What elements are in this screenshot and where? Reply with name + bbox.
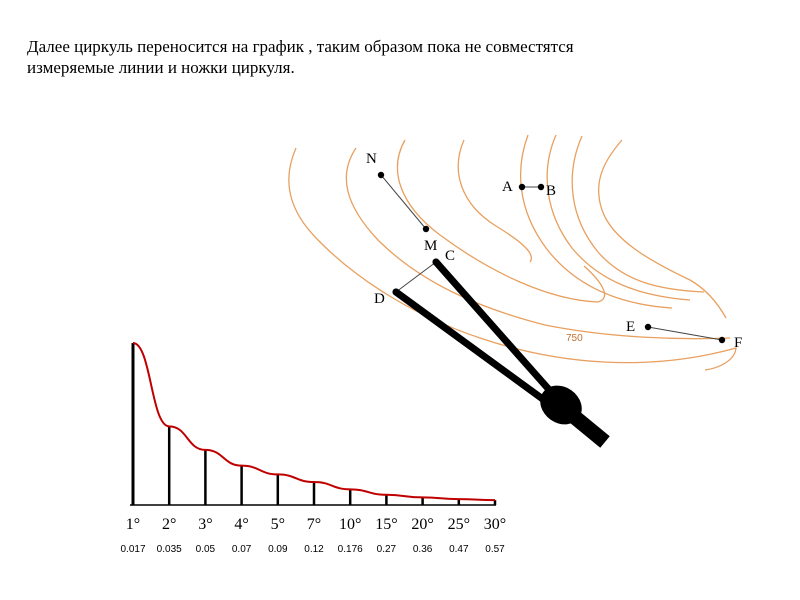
contour-line-2: [345, 147, 731, 340]
slope-label-8: 0.27: [377, 544, 397, 555]
slope-label-11: 0.57: [485, 544, 505, 555]
compass-hinge: [540, 385, 582, 425]
segment-e-f: [647, 326, 723, 341]
slope-scale-graph: 1° 2° 3° 4° 5° 7° 10° 15° 20° 25° 30° 0.017 0.035 0.…: [120, 342, 506, 555]
contour-line-5: [520, 134, 673, 309]
degree-label-6: 7°: [307, 516, 321, 533]
point-a: [518, 183, 526, 191]
graph-verticals: [131, 343, 497, 505]
point-m: [422, 225, 430, 233]
slope-label-3: 0.05: [196, 544, 216, 555]
contour-line-7: [571, 135, 705, 293]
elevation-label: 750: [566, 333, 583, 344]
map-points: N M A B C D E F: [366, 151, 742, 351]
segment-d-c: [395, 261, 437, 293]
point-d: [392, 288, 400, 296]
segment-n-m: [380, 174, 427, 230]
caption: Далее циркуль переносится на график , та…: [27, 36, 787, 78]
label-b: B: [546, 183, 556, 199]
label-e: E: [626, 319, 635, 335]
label-f: F: [734, 335, 742, 351]
degree-label-4: 4°: [234, 516, 248, 533]
degree-label-8: 15°: [375, 516, 397, 533]
point-f: [718, 336, 726, 344]
degree-label-11: 30°: [484, 516, 506, 533]
degree-label-7: 10°: [339, 516, 361, 533]
label-m: M: [424, 238, 437, 254]
slope-label-9: 0.36: [413, 544, 433, 555]
degree-label-3: 3°: [198, 516, 212, 533]
label-c: C: [445, 248, 455, 264]
point-b: [537, 183, 545, 191]
label-a: A: [502, 179, 513, 195]
contour-map: 750: [288, 134, 737, 371]
contour-line-1: [288, 147, 737, 371]
point-c: [432, 258, 440, 266]
degree-label-5: 5°: [271, 516, 285, 533]
degree-label-10: 25°: [448, 516, 470, 533]
contour-line-8: [598, 139, 727, 319]
slope-label-2: 0.035: [157, 544, 182, 555]
slope-label-1: 0.017: [120, 544, 145, 555]
graph-curve: [132, 342, 496, 502]
slope-label-4: 0.07: [232, 544, 252, 555]
compass: [392, 258, 610, 448]
point-n: [377, 171, 385, 179]
contour-line-3: [396, 139, 606, 303]
caption-line-1: Далее циркуль переносится на график , та…: [27, 37, 574, 56]
point-e: [644, 323, 652, 331]
contour-line-6: [546, 134, 691, 301]
degree-labels: 1° 2° 3° 4° 5° 7° 10° 15° 20° 25° 30°: [126, 516, 506, 533]
slope-label-6: 0.12: [304, 544, 324, 555]
slope-label-10: 0.47: [449, 544, 469, 555]
degree-label-2: 2°: [162, 516, 176, 533]
caption-line-2: измеряемые линии и ножки циркуля.: [27, 58, 295, 77]
label-d: D: [374, 291, 385, 307]
contour-line-4: [457, 139, 532, 263]
slope-label-7: 0.176: [338, 544, 363, 555]
compass-leg-left: [392, 288, 559, 412]
compass-leg-right: [432, 258, 564, 406]
slope-label-5: 0.09: [268, 544, 288, 555]
label-n: N: [366, 151, 377, 167]
degree-label-9: 20°: [411, 516, 433, 533]
slope-labels: 0.017 0.035 0.05 0.07 0.09 0.12 0.176 0.27 0.36 0…: [120, 544, 505, 555]
degree-label-1: 1°: [126, 516, 140, 533]
